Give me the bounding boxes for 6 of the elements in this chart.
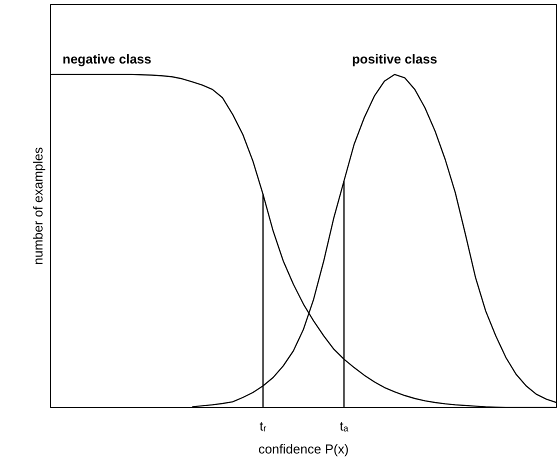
x-tick-label: tₐ [340,418,348,434]
x-axis-title: confidence P(x) [258,442,349,456]
series-label: positive class [352,51,438,66]
y-axis-title: number of examples [30,146,46,265]
x-tick-label: tᵣ [260,418,266,434]
series-label: negative class [62,51,152,66]
